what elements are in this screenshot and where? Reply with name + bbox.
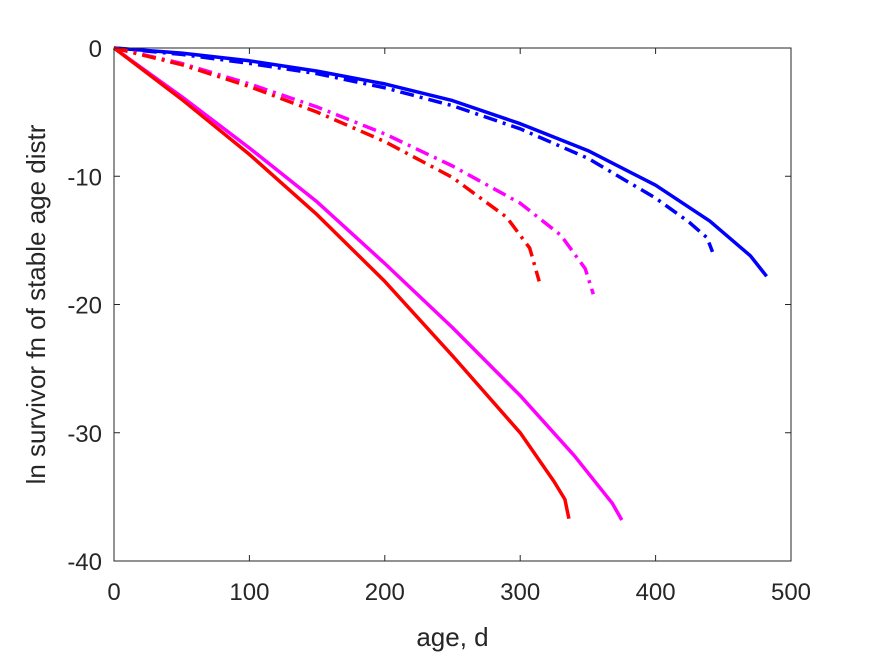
series-line-5	[112, 46, 571, 520]
y-tick-label: -10	[67, 164, 102, 191]
x-tick-label: 500	[771, 579, 811, 606]
x-tick-label: 300	[500, 579, 540, 606]
y-axis-label: ln survivor fn of stable age distr	[21, 124, 51, 484]
series-line-4	[113, 46, 595, 295]
series-line-1	[113, 46, 768, 278]
y-tick-label: -20	[67, 293, 102, 320]
series-line-2	[113, 46, 715, 253]
x-tick-label: 200	[365, 579, 405, 606]
x-tick-label: 400	[636, 579, 676, 606]
y-tick-label: -30	[67, 421, 102, 448]
y-tick-label: -40	[67, 549, 102, 576]
x-tick-label: 100	[229, 579, 269, 606]
x-tick-label: 0	[107, 579, 120, 606]
series-lines	[112, 46, 768, 521]
series-line-3	[112, 46, 624, 521]
x-axis-label: age, d	[416, 622, 488, 652]
y-tick-label: 0	[89, 36, 102, 63]
y-ticks: 0 -10 -20 -30 -40	[67, 36, 791, 576]
x-ticks: 0 100 200 300 400 500	[107, 48, 811, 606]
series-line-6	[113, 46, 541, 282]
